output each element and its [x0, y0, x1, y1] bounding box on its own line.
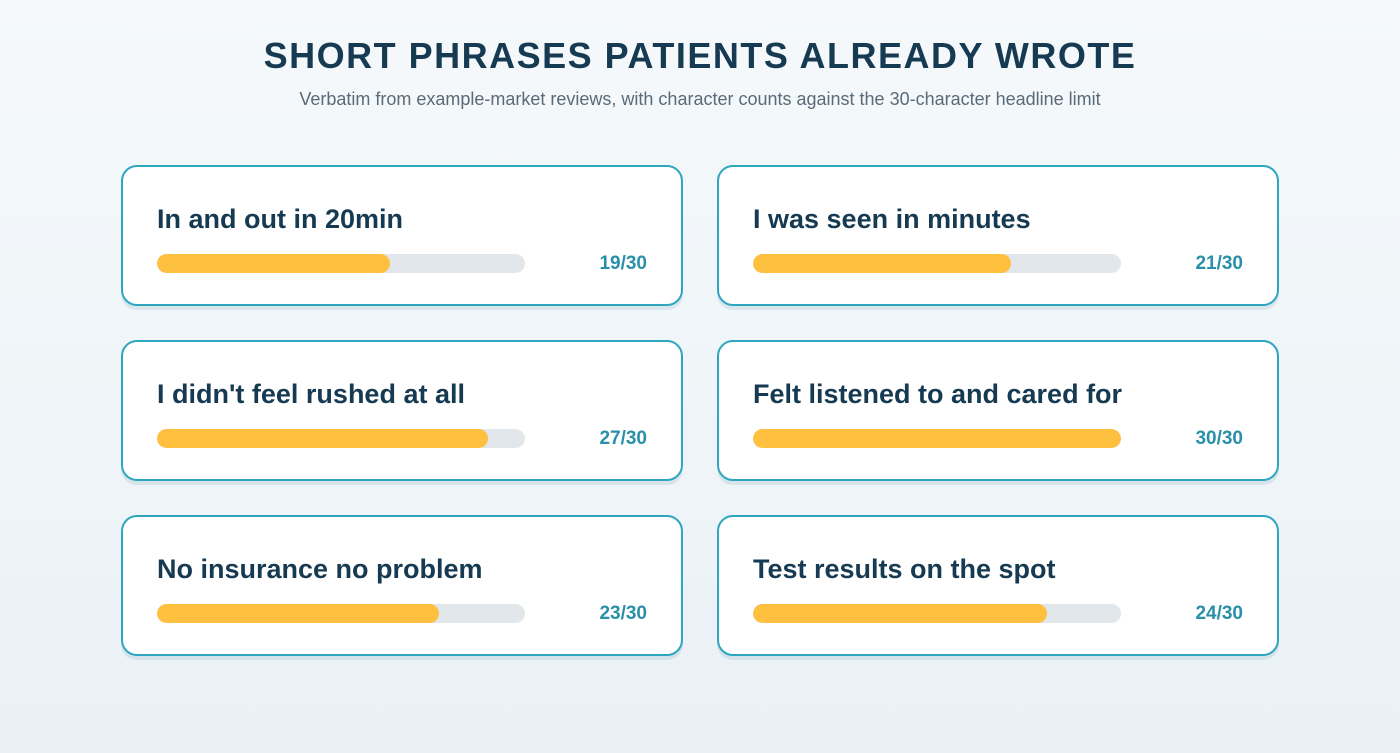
phrase-text: In and out in 20min [157, 204, 404, 234]
char-count-bar [157, 604, 525, 623]
phrase-text: Test results on the spot [753, 554, 1056, 584]
page-title: SHORT PHRASES PATIENTS ALREADY WROTE [263, 35, 1137, 76]
char-count-bar-fill [157, 254, 391, 273]
char-count-bar [157, 429, 525, 448]
char-count-label: 23/30 [599, 603, 647, 624]
char-count-label: 21/30 [1195, 253, 1243, 274]
char-count-bar-fill [753, 429, 1121, 448]
char-count-label: 30/30 [1195, 428, 1243, 449]
char-count-bar [753, 429, 1121, 448]
phrase-card: I didn't feel rushed at all 27/30 [121, 340, 683, 481]
phrase-text: I didn't feel rushed at all [157, 379, 465, 409]
char-count-bar [753, 604, 1121, 623]
char-count-bar-fill [157, 604, 440, 623]
char-count-bar [753, 254, 1121, 273]
phrase-card: Felt listened to and cared for 30/30 [717, 340, 1279, 481]
char-count-bar-fill [753, 254, 1011, 273]
page-subtitle: Verbatim from example-market reviews, wi… [299, 89, 1101, 109]
phrase-grid: In and out in 20min 19/30 I was seen in … [121, 165, 1279, 656]
char-count-bar-fill [157, 429, 489, 448]
phrase-text: I was seen in minutes [753, 204, 1031, 234]
phrase-text: Felt listened to and cared for [753, 379, 1123, 409]
phrase-card: In and out in 20min 19/30 [121, 165, 683, 306]
char-count-bar [157, 254, 525, 273]
phrase-card: I was seen in minutes 21/30 [717, 165, 1279, 306]
phrase-card: Test results on the spot 24/30 [717, 515, 1279, 656]
char-count-bar-fill [753, 604, 1048, 623]
char-count-label: 27/30 [599, 428, 647, 449]
char-count-label: 19/30 [599, 253, 647, 274]
char-count-label: 24/30 [1195, 603, 1243, 624]
phrase-card: No insurance no problem 23/30 [121, 515, 683, 656]
phrase-text: No insurance no problem [157, 554, 483, 584]
